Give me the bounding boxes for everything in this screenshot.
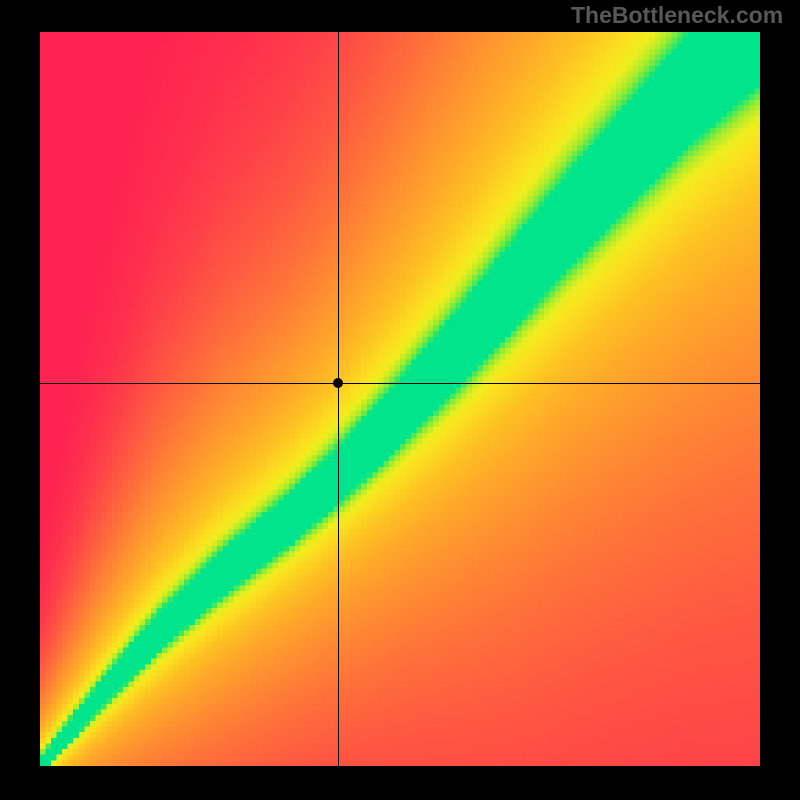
watermark-text: TheBottleneck.com: [571, 2, 783, 29]
heatmap-canvas: [40, 32, 760, 766]
crosshair-horizontal: [40, 383, 760, 384]
chart-frame: TheBottleneck.com: [0, 0, 800, 800]
heatmap-plot: [40, 32, 760, 766]
marker-point: [333, 378, 343, 388]
crosshair-vertical: [338, 32, 339, 766]
